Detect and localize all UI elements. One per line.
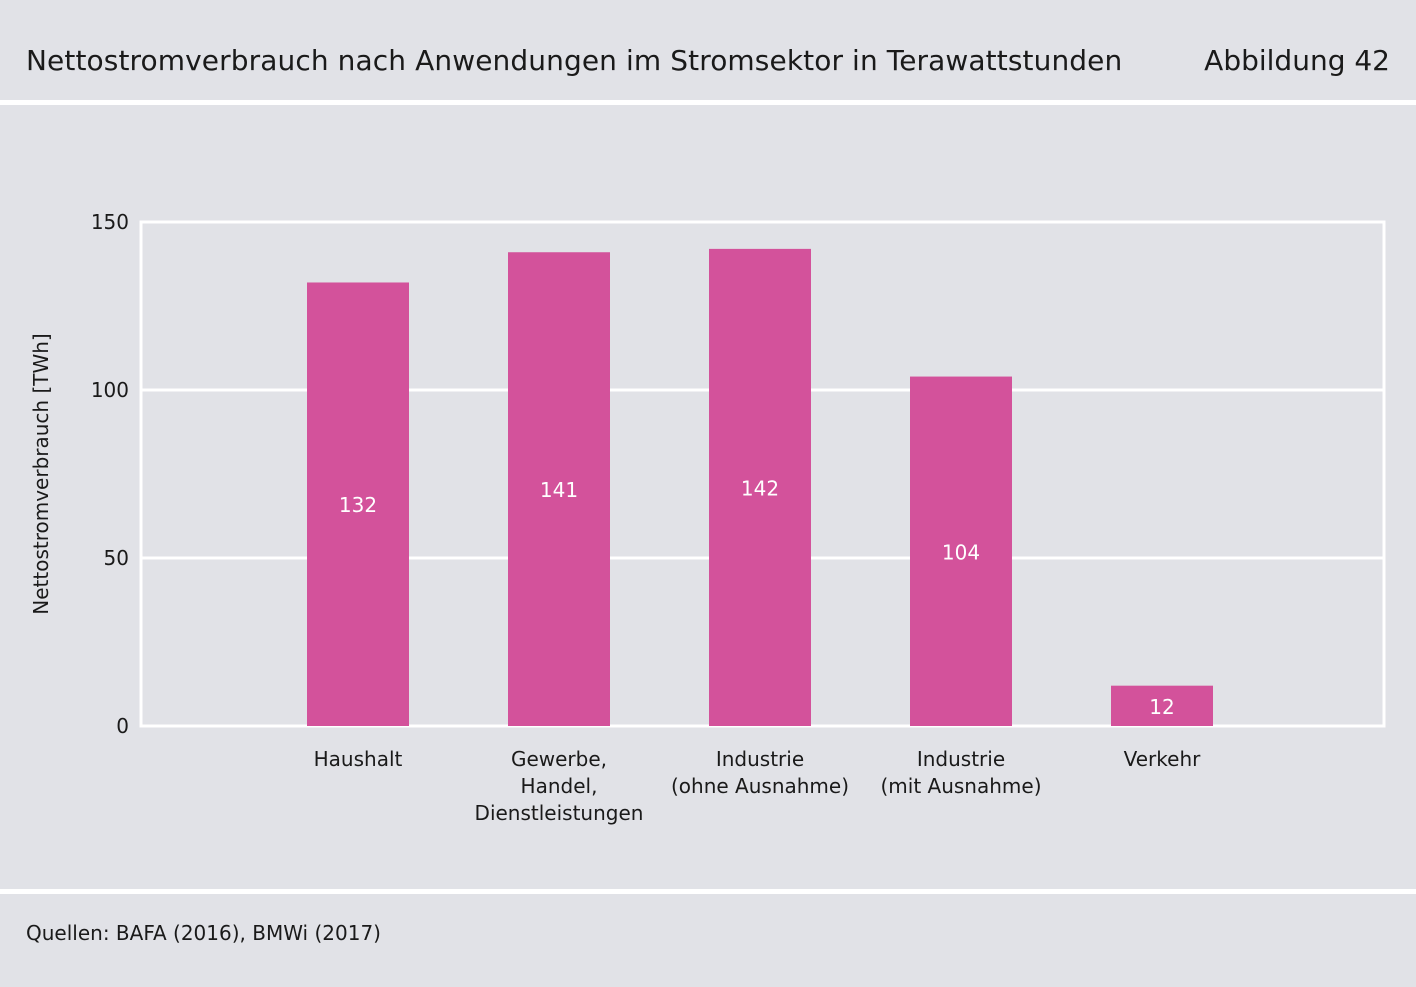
figure-label: Abbildung 42 <box>1204 44 1390 77</box>
y-tick-label: 50 <box>104 546 129 570</box>
bar-value-label: 12 <box>1149 695 1174 719</box>
bar-value-label: 132 <box>339 493 377 517</box>
x-tick-label: Gewerbe, <box>511 747 607 771</box>
y-tick-label: 150 <box>91 210 129 234</box>
x-tick-label: Industrie <box>716 747 804 771</box>
bar <box>1111 685 1213 726</box>
x-tick-label: (mit Ausnahme) <box>880 774 1041 798</box>
footer-divider <box>0 889 1416 894</box>
chart-area: 0 50 100 150 Nettostromverbrauch [TWh] 132 Hau… <box>0 105 1416 889</box>
chart-title: Nettostromverbrauch nach Anwendungen im … <box>26 44 1123 77</box>
x-tick-label: Verkehr <box>1124 747 1202 771</box>
x-tick-label: (ohne Ausnahme) <box>671 774 849 798</box>
source-note: Quellen: BAFA (2016), BMWi (2017) <box>26 921 381 945</box>
y-tick-label: 100 <box>91 378 129 402</box>
y-tick-label: 0 <box>116 714 129 738</box>
x-tick-label: Handel, <box>521 774 598 798</box>
y-axis-label: Nettostromverbrauch [TWh] <box>29 333 53 614</box>
x-tick-label: Dienstleistungen <box>475 801 644 825</box>
bar <box>508 252 610 727</box>
bar-value-label: 104 <box>942 540 980 564</box>
x-tick-label: Haushalt <box>314 747 403 771</box>
x-tick-label: Industrie <box>917 747 1005 771</box>
bar-value-label: 141 <box>540 478 578 502</box>
bar-chart: 0 50 100 150 Nettostromverbrauch [TWh] 132 Hau… <box>29 210 1386 825</box>
bar-value-label: 142 <box>741 476 779 500</box>
header-divider <box>0 100 1416 105</box>
bar <box>910 376 1012 726</box>
chart-header: Nettostromverbrauch nach Anwendungen im … <box>0 0 1416 100</box>
bar <box>307 282 409 726</box>
bar <box>709 248 811 726</box>
